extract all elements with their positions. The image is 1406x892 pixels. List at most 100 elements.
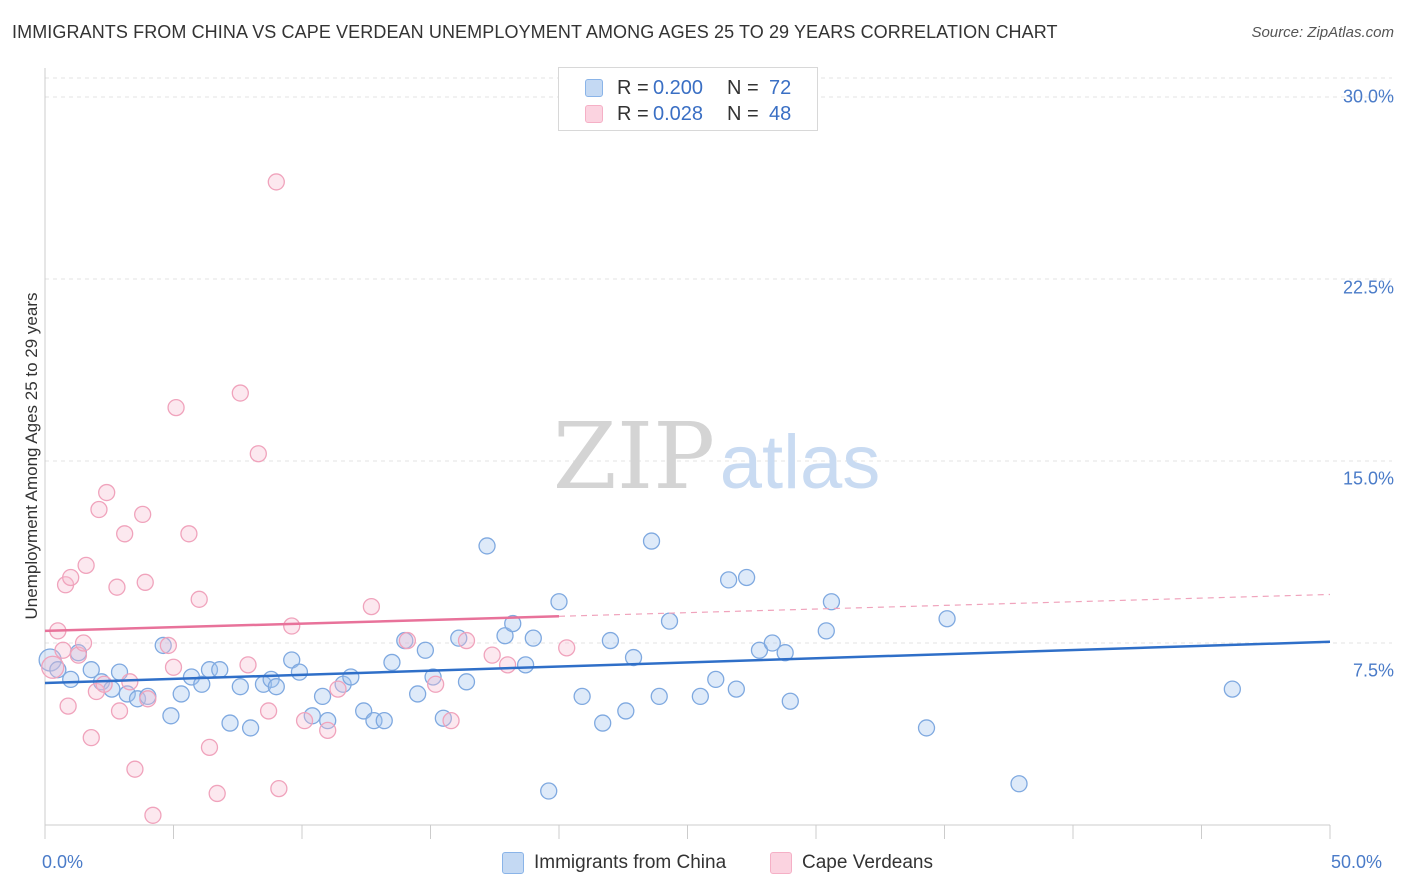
china-point-69 <box>938 610 956 628</box>
y-tick-label-15: 15.0% <box>1342 468 1394 489</box>
watermark: ZIP atlas <box>553 403 880 510</box>
cape-verdean-point-27 <box>190 590 208 608</box>
cape-verdean-point-12 <box>95 675 113 693</box>
china-point-47 <box>540 782 558 800</box>
cape-verdean-point-37 <box>295 712 314 730</box>
x-tick-label-max: 50.0% <box>1331 852 1383 872</box>
china-point-42 <box>478 537 496 555</box>
bottom-legend-cape-verdeans: Cape Verdeans <box>770 852 933 874</box>
china-point-34 <box>383 653 401 672</box>
legend-r-value-cape-verdeans: 0.028 <box>653 102 704 125</box>
china-point-18 <box>221 714 239 732</box>
cape-verdean-point-30 <box>231 384 249 402</box>
axes <box>44 68 1331 839</box>
cape-verdean-point-16 <box>116 525 134 543</box>
legend-r-label: R = <box>617 76 649 99</box>
china-point-27 <box>313 687 332 706</box>
cape-verdean-point-34 <box>267 173 285 191</box>
cape-verdean-point-0 <box>41 655 65 679</box>
china-point-41 <box>457 673 476 691</box>
china-point-68 <box>917 719 936 737</box>
cape-verdean-point-19 <box>134 505 152 524</box>
bottom-legend-label-cape-verdeans: Cape Verdeans <box>802 852 933 873</box>
legend-n-label: N = <box>727 76 759 99</box>
cape-verdean-point-47 <box>558 639 576 657</box>
china-point-33 <box>375 712 393 730</box>
china-point-63 <box>763 634 781 652</box>
cape-verdean-point-21 <box>139 690 157 708</box>
china-point-44 <box>504 614 522 633</box>
cape-verdean-point-42 <box>426 675 445 693</box>
bottom-legend-label-china: Immigrants from China <box>534 852 727 873</box>
cape-verdean-point-8 <box>77 556 95 574</box>
cape-verdean-point-36 <box>283 617 301 635</box>
series-immigrants-from-china <box>38 532 1241 800</box>
y-tick-label-22-5: 22.5% <box>1342 277 1394 298</box>
china-point-71 <box>1223 680 1241 698</box>
gridlines <box>45 77 1392 644</box>
china-point-28 <box>319 712 337 730</box>
china-point-45 <box>516 656 535 674</box>
cape-verdean-point-24 <box>164 658 183 676</box>
china-point-17 <box>211 661 229 679</box>
china-point-4 <box>82 661 100 679</box>
cape-verdean-point-46 <box>498 656 517 674</box>
y-tick-label-7-5: 7.5% <box>1352 660 1394 681</box>
cape-verdean-point-17 <box>121 673 139 691</box>
x-tick-label-min: 0.0% <box>42 852 84 872</box>
bottom-legend-swatch-cape-verdeans <box>770 852 792 874</box>
china-point-25 <box>290 663 309 681</box>
legend-swatch-china <box>585 79 603 97</box>
trend-line-china <box>44 640 1331 685</box>
cape-verdean-point-45 <box>483 646 501 664</box>
cape-verdean-point-43 <box>442 712 460 730</box>
cape-verdean-point-44 <box>457 631 476 650</box>
china-point-13 <box>172 685 190 703</box>
cape-verdean-point-2 <box>54 641 72 659</box>
cape-verdean-point-14 <box>108 578 126 596</box>
china-point-53 <box>624 648 643 667</box>
cape-verdean-point-11 <box>90 500 108 519</box>
watermark-atlas: atlas <box>720 420 881 505</box>
china-point-19 <box>231 678 249 696</box>
china-point-11 <box>154 636 172 655</box>
china-point-15 <box>193 675 211 693</box>
china-point-65 <box>781 692 799 710</box>
china-point-67 <box>822 593 841 611</box>
cape-verdean-point-33 <box>259 702 278 720</box>
china-point-48 <box>550 593 568 611</box>
china-point-57 <box>691 687 709 706</box>
cape-verdean-point-41 <box>398 631 417 650</box>
watermark-zip: ZIP <box>553 403 715 510</box>
cape-verdean-point-9 <box>82 728 100 747</box>
cape-verdean-point-20 <box>136 573 154 591</box>
cape-verdean-point-39 <box>329 680 347 698</box>
cape-verdean-point-38 <box>319 721 337 740</box>
cape-verdean-point-29 <box>208 784 226 803</box>
china-point-56 <box>660 612 679 630</box>
china-point-66 <box>817 622 835 640</box>
cape-verdean-point-23 <box>159 636 178 655</box>
cape-verdean-point-32 <box>249 445 267 463</box>
correlation-legend: R = 0.200 N = 72 R = 0.028 N = 48 <box>558 67 818 131</box>
china-point-46 <box>524 629 542 647</box>
legend-r-value-china: 0.200 <box>653 76 704 99</box>
china-point-30 <box>342 668 360 686</box>
china-point-24 <box>283 651 301 669</box>
china-point-43 <box>496 627 514 645</box>
legend-row-cape-verdeans: R = 0.028 N = 48 <box>585 102 791 126</box>
cape-verdean-point-18 <box>126 760 144 778</box>
cape-verdean-point-40 <box>362 597 381 616</box>
china-point-61 <box>737 568 756 587</box>
cape-verdean-point-13 <box>98 483 116 502</box>
cape-verdean-point-5 <box>62 568 80 587</box>
china-point-2 <box>62 670 80 689</box>
legend-n-value-cape-verdeans: 48 <box>769 102 792 125</box>
china-point-51 <box>601 631 620 650</box>
cape-verdean-point-28 <box>200 738 219 756</box>
china-point-50 <box>594 714 612 732</box>
china-point-55 <box>650 687 668 706</box>
china-point-12 <box>162 707 180 725</box>
legend-n-label: N = <box>727 102 759 125</box>
